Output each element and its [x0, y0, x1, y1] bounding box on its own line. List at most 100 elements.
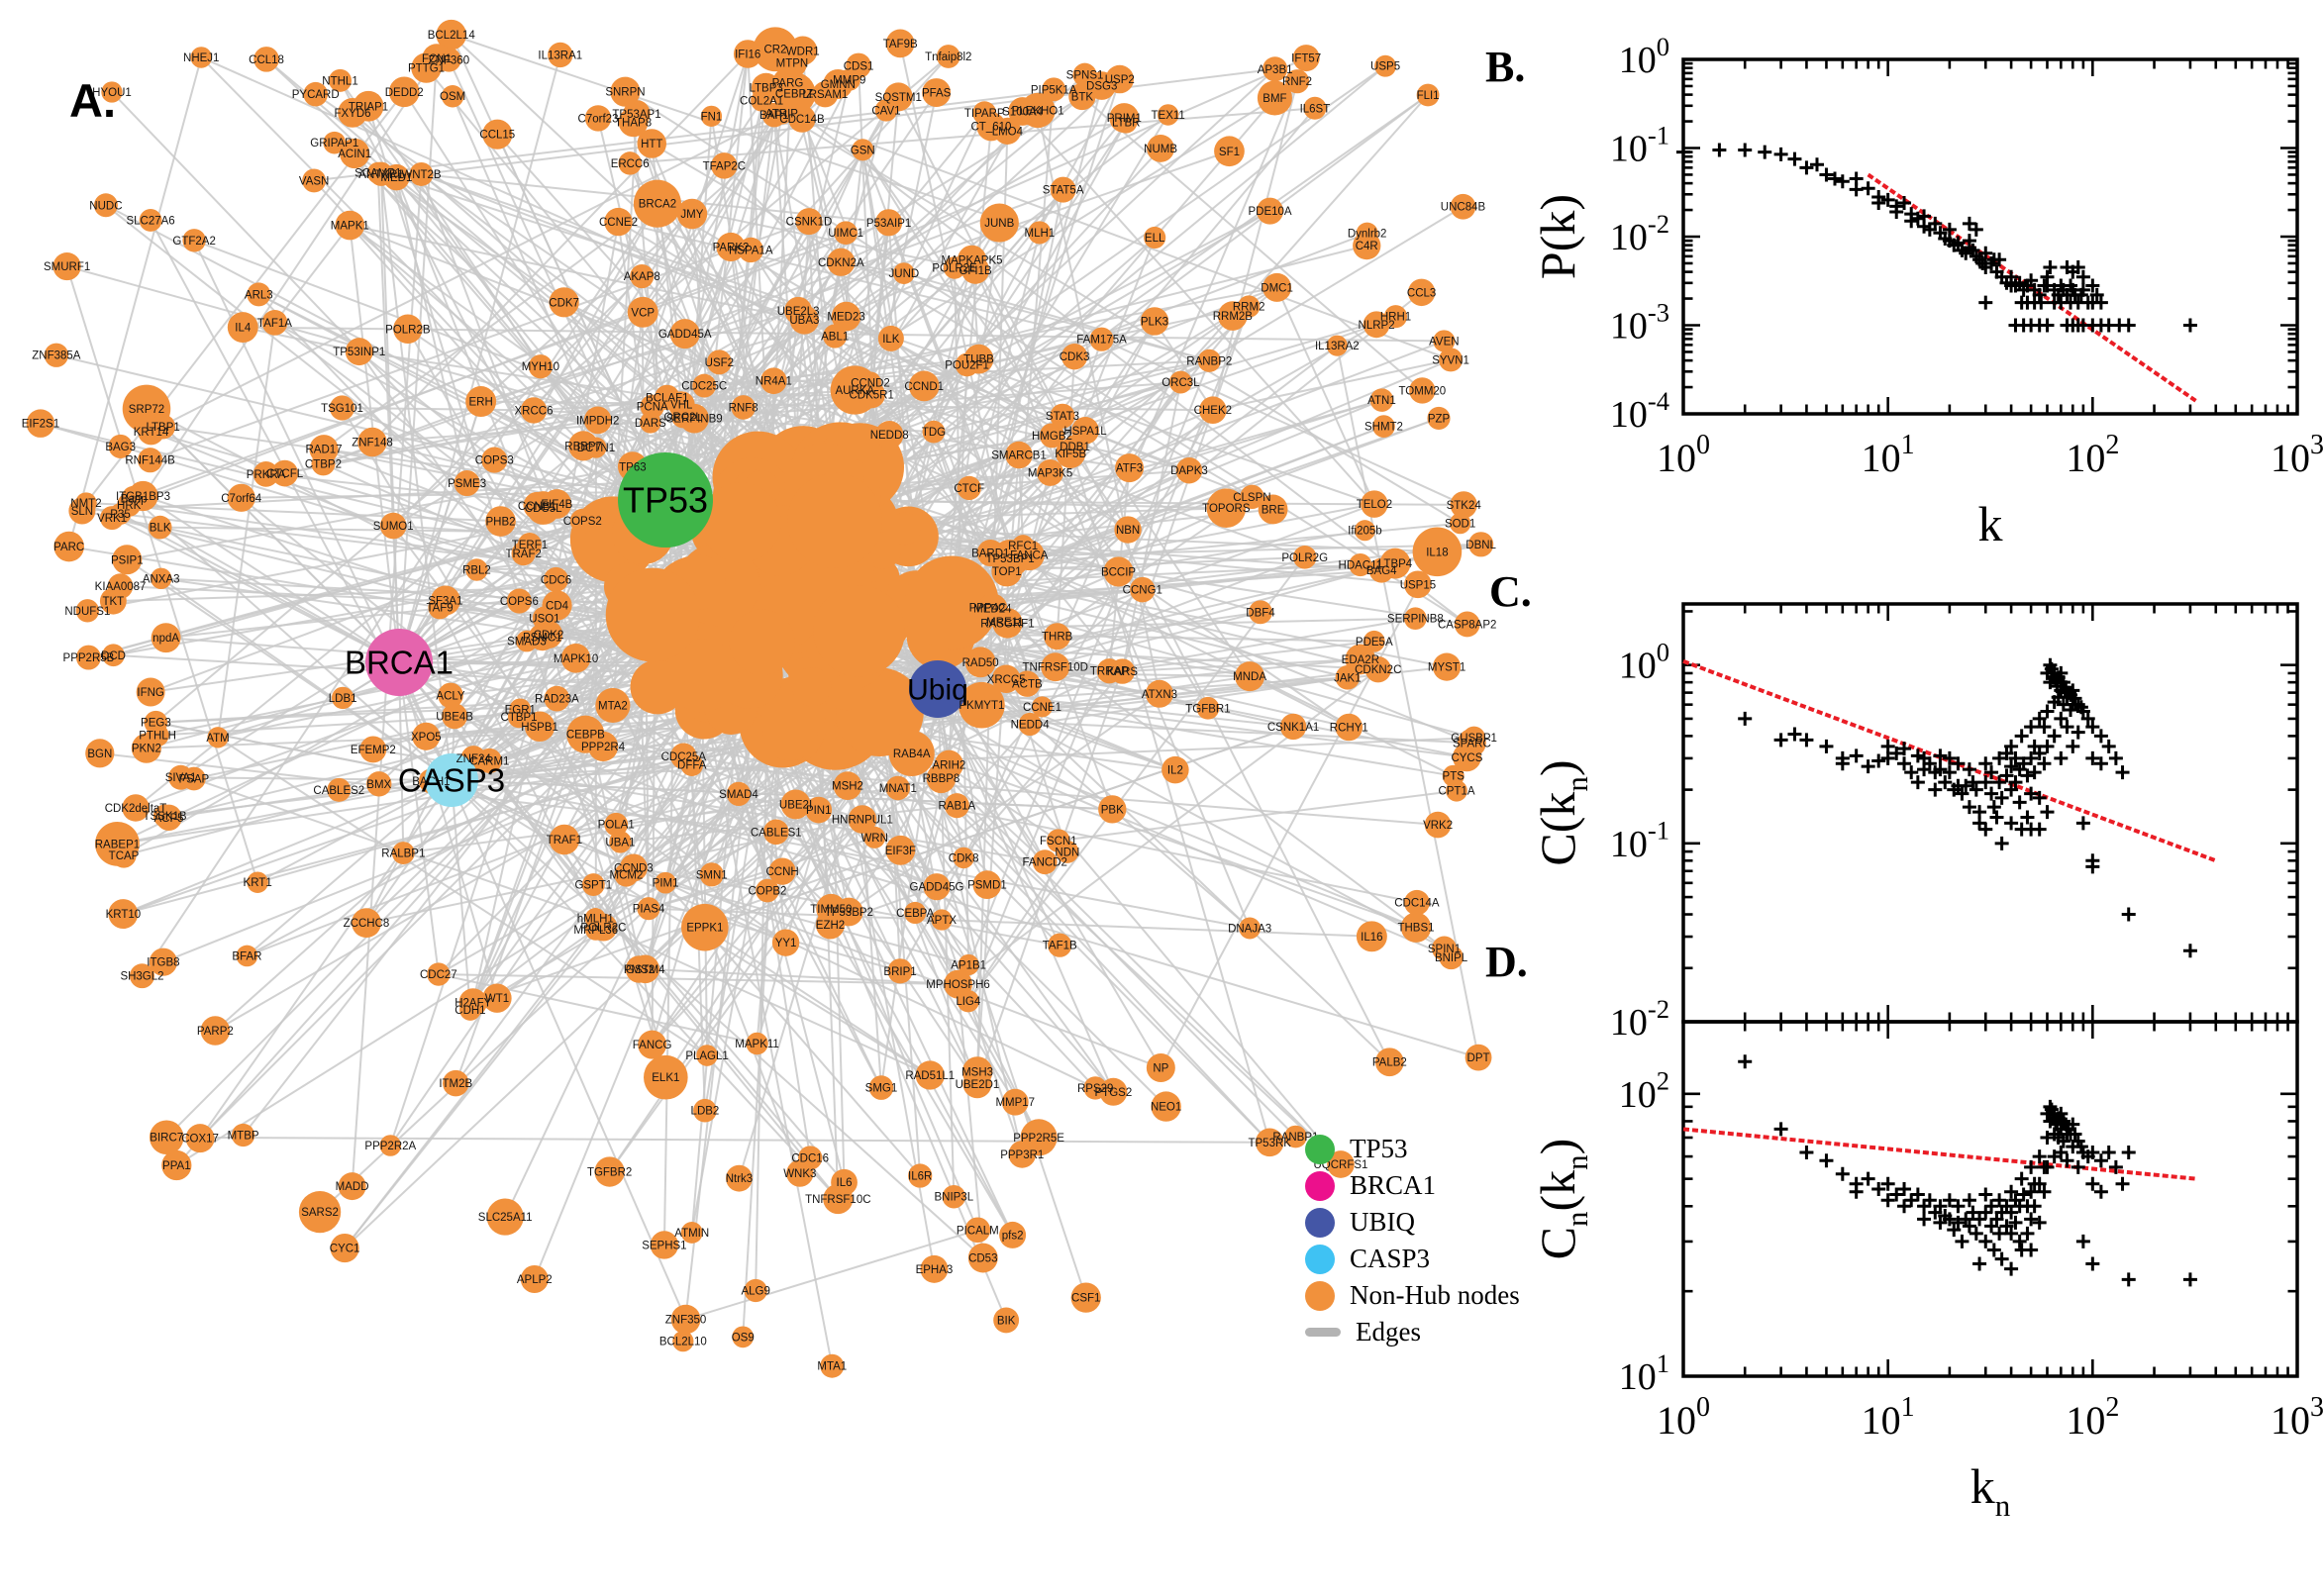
- gene-label: SERPINB8: [1387, 614, 1444, 626]
- gene-label: MTA1: [817, 1361, 847, 1373]
- network-node: [908, 1163, 933, 1188]
- network-node: [1468, 532, 1494, 557]
- network-node: [1404, 570, 1432, 599]
- network-node: [669, 319, 700, 349]
- edge: [166, 1136, 1270, 1144]
- gene-label: PPP2R5E: [1013, 1133, 1064, 1145]
- gene-label: CDKN2C: [1355, 664, 1401, 676]
- gene-label: NTHL1: [322, 75, 357, 87]
- gene-label: SNRPN: [605, 87, 645, 99]
- gene-label: CCND3: [614, 862, 654, 874]
- hub-node-brca1: [365, 629, 433, 696]
- network-node: [623, 100, 651, 128]
- network-node: [756, 878, 779, 903]
- gene-label: CDC14B: [779, 114, 825, 126]
- gene-label: EGR1: [505, 704, 536, 716]
- gene-label: SMAD3: [507, 637, 547, 648]
- network-node: [1464, 1044, 1492, 1071]
- gene-label: CLSPN: [1233, 492, 1270, 504]
- gene-label: MYST1: [1428, 662, 1465, 674]
- gene-label: C7orf23: [578, 113, 619, 125]
- network-node: [185, 1124, 215, 1153]
- network-node: [329, 395, 355, 421]
- gene-label: NP: [1153, 1062, 1168, 1074]
- network-node: [726, 781, 752, 807]
- data-point-marker: [2075, 816, 2090, 831]
- network-node: [1013, 540, 1045, 571]
- data-point-marker: [1978, 1187, 1993, 1202]
- edge: [648, 291, 1423, 910]
- gene-label: CDK3: [1060, 351, 1090, 363]
- gene-label: TRAF1: [547, 835, 582, 847]
- gene-label: OSM: [440, 91, 465, 103]
- gene-label: COL2A1: [740, 96, 783, 108]
- network-node: [253, 47, 279, 72]
- network-node: [604, 812, 629, 837]
- network-node: [190, 47, 212, 68]
- axis-label: kn: [1970, 1458, 2011, 1523]
- data-points: [1738, 1054, 2197, 1287]
- network-node: [524, 711, 556, 743]
- network-node: [441, 84, 464, 108]
- gene-label: RRM2: [1233, 302, 1265, 314]
- network-node: [1218, 301, 1248, 331]
- gene-label: P53AIP1: [866, 218, 911, 230]
- network-node: [644, 1054, 688, 1100]
- data-point-marker: [1871, 195, 1886, 210]
- gene-label: SLC27A6: [126, 215, 174, 227]
- network-node: [581, 873, 605, 896]
- gene-label: CCNE1: [1023, 702, 1061, 714]
- gene-label: WNT2B: [401, 169, 442, 181]
- data-point-marker: [2043, 260, 2058, 275]
- gene-label: MYH10: [522, 361, 559, 373]
- network-node: [465, 386, 497, 418]
- network-node: [699, 862, 724, 887]
- network-node: [560, 644, 591, 673]
- legend-item-label: TP53: [1350, 1134, 1408, 1163]
- network-node: [963, 344, 994, 374]
- data-point-marker: [1799, 733, 1814, 748]
- ubiq-node-icon: [1305, 1207, 1335, 1238]
- data-point-marker: [2121, 1146, 2136, 1160]
- network-node: [831, 1168, 858, 1196]
- gene-label: DPT: [1467, 1052, 1490, 1064]
- data-point-marker: [2047, 729, 2062, 744]
- data-point-marker: [2054, 1106, 2069, 1121]
- gene-label: CDKN2A: [818, 257, 864, 269]
- network-node: [544, 685, 570, 712]
- gene-label: HDAC11: [1339, 560, 1383, 572]
- fit-line: [1867, 172, 2197, 403]
- gene-label: LDB1: [329, 693, 357, 705]
- gene-label: CCNG1: [1123, 585, 1162, 597]
- network-node: [926, 763, 957, 794]
- gene-label: PYCARD: [292, 89, 340, 101]
- gene-label: RCHY1: [1330, 722, 1368, 734]
- network-node: [958, 953, 979, 976]
- data-point-marker: [1984, 786, 1999, 801]
- network-node: [732, 1326, 755, 1348]
- edge: [398, 100, 762, 663]
- network-node: [972, 870, 1002, 900]
- gene-label: POLA1: [598, 820, 635, 832]
- gene-label: CDH1: [454, 1005, 485, 1017]
- gene-label: CT_610: [971, 122, 1012, 134]
- data-point-marker: [2093, 729, 2108, 744]
- gene-label: CCL3: [1407, 287, 1436, 299]
- edge: [801, 118, 1452, 361]
- network-node: [1140, 307, 1169, 336]
- gene-label: Ntrk3: [726, 1173, 753, 1185]
- data-point-marker: [1880, 192, 1895, 207]
- edge: [122, 779, 453, 916]
- edge: [398, 661, 811, 1159]
- gene-label: VRK2: [1423, 820, 1453, 832]
- gene-label: UIMC1: [828, 228, 863, 240]
- network-node: [831, 301, 861, 332]
- gene-label: CDC25C: [681, 381, 727, 393]
- network-node: [329, 68, 353, 92]
- data-point-marker: [2115, 1176, 2130, 1191]
- edge: [664, 112, 986, 501]
- data-point-marker: [2014, 729, 2029, 744]
- gene-label: DSG3: [1086, 81, 1117, 93]
- network-node: [999, 1221, 1027, 1248]
- data-point-marker: [1809, 157, 1824, 172]
